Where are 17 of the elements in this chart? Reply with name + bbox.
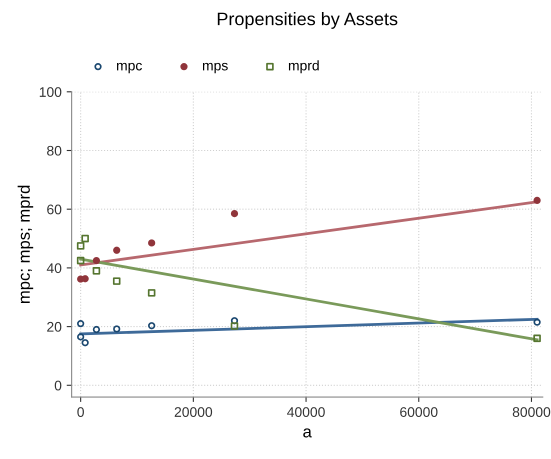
- y-tick-label: 40: [46, 263, 62, 274]
- x-tick-label: 20000: [174, 407, 212, 417]
- legend-label: mprd: [288, 60, 319, 74]
- legend-label: mps: [202, 62, 228, 74]
- y-tick-label: 80: [47, 146, 62, 156]
- y-tick-label: 100: [40, 87, 62, 97]
- x-tick-label: 60000: [400, 407, 438, 417]
- y-axis-title: mpc; mps; mprd: [18, 186, 34, 304]
- y-tick-label: 20: [47, 322, 62, 332]
- y-tick-label: 0: [54, 380, 62, 390]
- x-tick-label: 40000: [287, 407, 325, 417]
- legend-label: mpc: [116, 62, 142, 74]
- y-tick-label: 60: [47, 204, 62, 214]
- x-tick-label: 80000: [512, 407, 550, 417]
- chart-title: Propensities by Assets: [218, 12, 398, 29]
- x-tick-label: 0: [77, 407, 84, 417]
- x-axis-title: a: [303, 428, 312, 438]
